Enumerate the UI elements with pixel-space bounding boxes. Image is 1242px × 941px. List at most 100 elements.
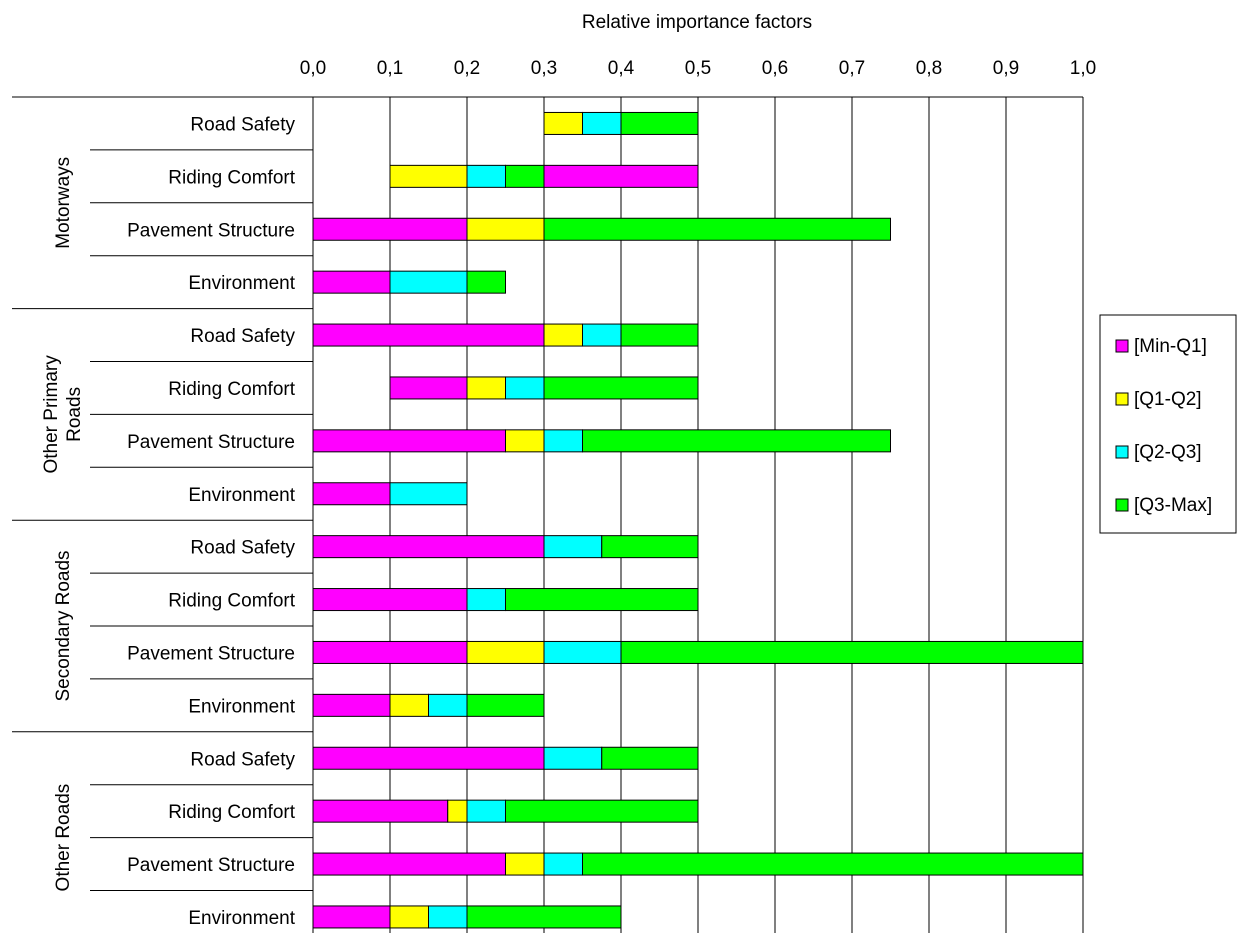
bar-segment <box>312 852 506 876</box>
bar-segment <box>620 323 699 347</box>
bar-segment <box>447 799 468 823</box>
legend-label: [Q3-Max] <box>1134 495 1212 516</box>
legend-label: [Q1-Q2] <box>1134 389 1202 410</box>
x-tick-label: 0,0 <box>300 58 326 79</box>
group-label: Motorways <box>53 157 74 249</box>
category-label: Environment <box>188 908 295 929</box>
category-label: Riding Comfort <box>168 591 295 612</box>
bar-segment <box>428 693 468 717</box>
bar-segment <box>505 799 699 823</box>
bar-segment <box>312 640 468 664</box>
bar-segment <box>389 376 468 400</box>
bar-segment <box>505 164 545 188</box>
x-tick-label: 0,9 <box>993 58 1019 79</box>
group-labels: Motorways Other Primary Roads Secondary Roa… <box>41 157 85 892</box>
legend-label: [Min-Q1] <box>1134 336 1207 357</box>
bar-segment <box>466 217 545 241</box>
bar-segment <box>582 852 1084 876</box>
bar-segment <box>582 323 622 347</box>
category-label: Riding Comfort <box>168 167 295 188</box>
bar-segment <box>466 270 506 294</box>
category-label: Riding Comfort <box>168 379 295 400</box>
x-tick-label: 0,8 <box>916 58 942 79</box>
bar-segment <box>543 640 622 664</box>
category-label: Pavement Structure <box>127 643 295 664</box>
bar-segment <box>466 799 506 823</box>
category-label: Environment <box>188 273 295 294</box>
group-label: Secondary Roads <box>53 550 74 701</box>
bar-segment <box>312 693 391 717</box>
bar-segment <box>466 640 545 664</box>
bar-segment <box>505 852 545 876</box>
bar-segment <box>505 429 545 453</box>
category-label: Environment <box>188 696 295 717</box>
group-label: Other Roads <box>53 784 74 892</box>
bar-segment <box>312 482 391 506</box>
bar-segment <box>312 905 391 929</box>
category-label: Road Safety <box>190 114 295 135</box>
legend: [Min-Q1] [Q1-Q2] [Q2-Q3] [Q3-Max] <box>1099 314 1237 534</box>
x-tick-label: 0,7 <box>839 58 865 79</box>
x-tick-label: 0,4 <box>608 58 635 79</box>
x-tick-label: 0,6 <box>762 58 788 79</box>
bar-segment <box>389 164 468 188</box>
bar-segment <box>543 852 583 876</box>
category-label: Road Safety <box>190 749 295 770</box>
bar-segment <box>466 164 506 188</box>
bar-segment <box>312 270 391 294</box>
bar-segment <box>601 535 699 559</box>
category-label: Pavement Structure <box>127 855 295 876</box>
bar-segment <box>428 905 468 929</box>
x-tick-label: 0,3 <box>531 58 557 79</box>
bar-segment <box>466 693 545 717</box>
bar-segment <box>620 640 1084 664</box>
category-label: Environment <box>188 485 295 506</box>
category-labels: Road Safety Riding Comfort Pavement Struct… <box>127 114 296 929</box>
legend-swatch <box>1115 339 1129 353</box>
bar-segment <box>389 270 468 294</box>
bar-segment <box>389 905 429 929</box>
bar-segment <box>312 588 468 612</box>
bar-segment <box>312 429 506 453</box>
bar-segment <box>582 429 891 453</box>
x-tick-label: 0,2 <box>454 58 480 79</box>
bar-segment <box>543 535 603 559</box>
group-label: Other Primary Roads <box>41 355 85 474</box>
bar-segment <box>543 746 603 770</box>
bar-segment <box>466 588 506 612</box>
bar-segment <box>543 323 583 347</box>
bar-segment <box>543 429 583 453</box>
bar-segment <box>505 376 545 400</box>
category-label: Pavement Structure <box>127 432 295 453</box>
bar-segment <box>466 376 506 400</box>
bar-segment <box>312 746 545 770</box>
legend-swatch <box>1115 392 1129 406</box>
x-axis-title: Relative importance factors <box>582 12 812 33</box>
category-label: Road Safety <box>190 538 295 559</box>
x-tick-label: 0,5 <box>685 58 711 79</box>
bar-segment <box>543 111 583 135</box>
legend-swatch <box>1115 445 1129 459</box>
bar-segment <box>543 164 699 188</box>
bar-segment <box>582 111 622 135</box>
bar-segment <box>312 799 449 823</box>
legend-label: [Q2-Q3] <box>1134 442 1202 463</box>
x-tick-label: 1,0 <box>1070 58 1096 79</box>
bar-segment <box>543 217 891 241</box>
bar-segment <box>389 693 429 717</box>
bar-segment <box>505 588 699 612</box>
category-label: Pavement Structure <box>127 220 295 241</box>
bar-segment <box>389 482 468 506</box>
bar-segment <box>312 535 545 559</box>
category-label: Road Safety <box>190 326 295 347</box>
bar-segment <box>312 217 468 241</box>
bar-segment <box>543 376 699 400</box>
legend-swatch <box>1115 498 1129 512</box>
bar-segment <box>601 746 699 770</box>
bar-segment <box>620 111 699 135</box>
bar-segment <box>466 905 622 929</box>
x-tick-labels: 0,0 0,1 0,2 0,3 0,4 0,5 0,6 0,7 0,8 0,9 1,0 <box>300 58 1096 79</box>
bar-segment <box>312 323 545 347</box>
x-tick-label: 0,1 <box>377 58 403 79</box>
